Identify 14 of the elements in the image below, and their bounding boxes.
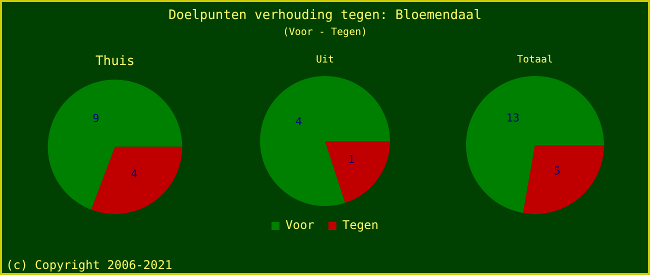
text: Doelpunten verhouding tegen: Bloemendaal	[167, 8, 483, 23]
data-label: 13	[506, 111, 520, 124]
data-label: 4	[130, 167, 138, 180]
chart-title: Totaal	[516, 54, 554, 66]
text: (Voor - Tegen)	[282, 27, 368, 38]
data-label: 1	[348, 152, 355, 166]
legend-label: Voor	[285, 218, 314, 232]
data-label: 5	[554, 164, 560, 178]
text: (c) Copyright 2006-2021	[6, 258, 172, 272]
chart-title: Uit	[316, 54, 334, 66]
legend-label: Tegen	[342, 218, 379, 232]
data-label: 4	[295, 114, 302, 128]
chart-title: Thuis	[95, 54, 135, 70]
data-label: 9	[92, 112, 100, 126]
